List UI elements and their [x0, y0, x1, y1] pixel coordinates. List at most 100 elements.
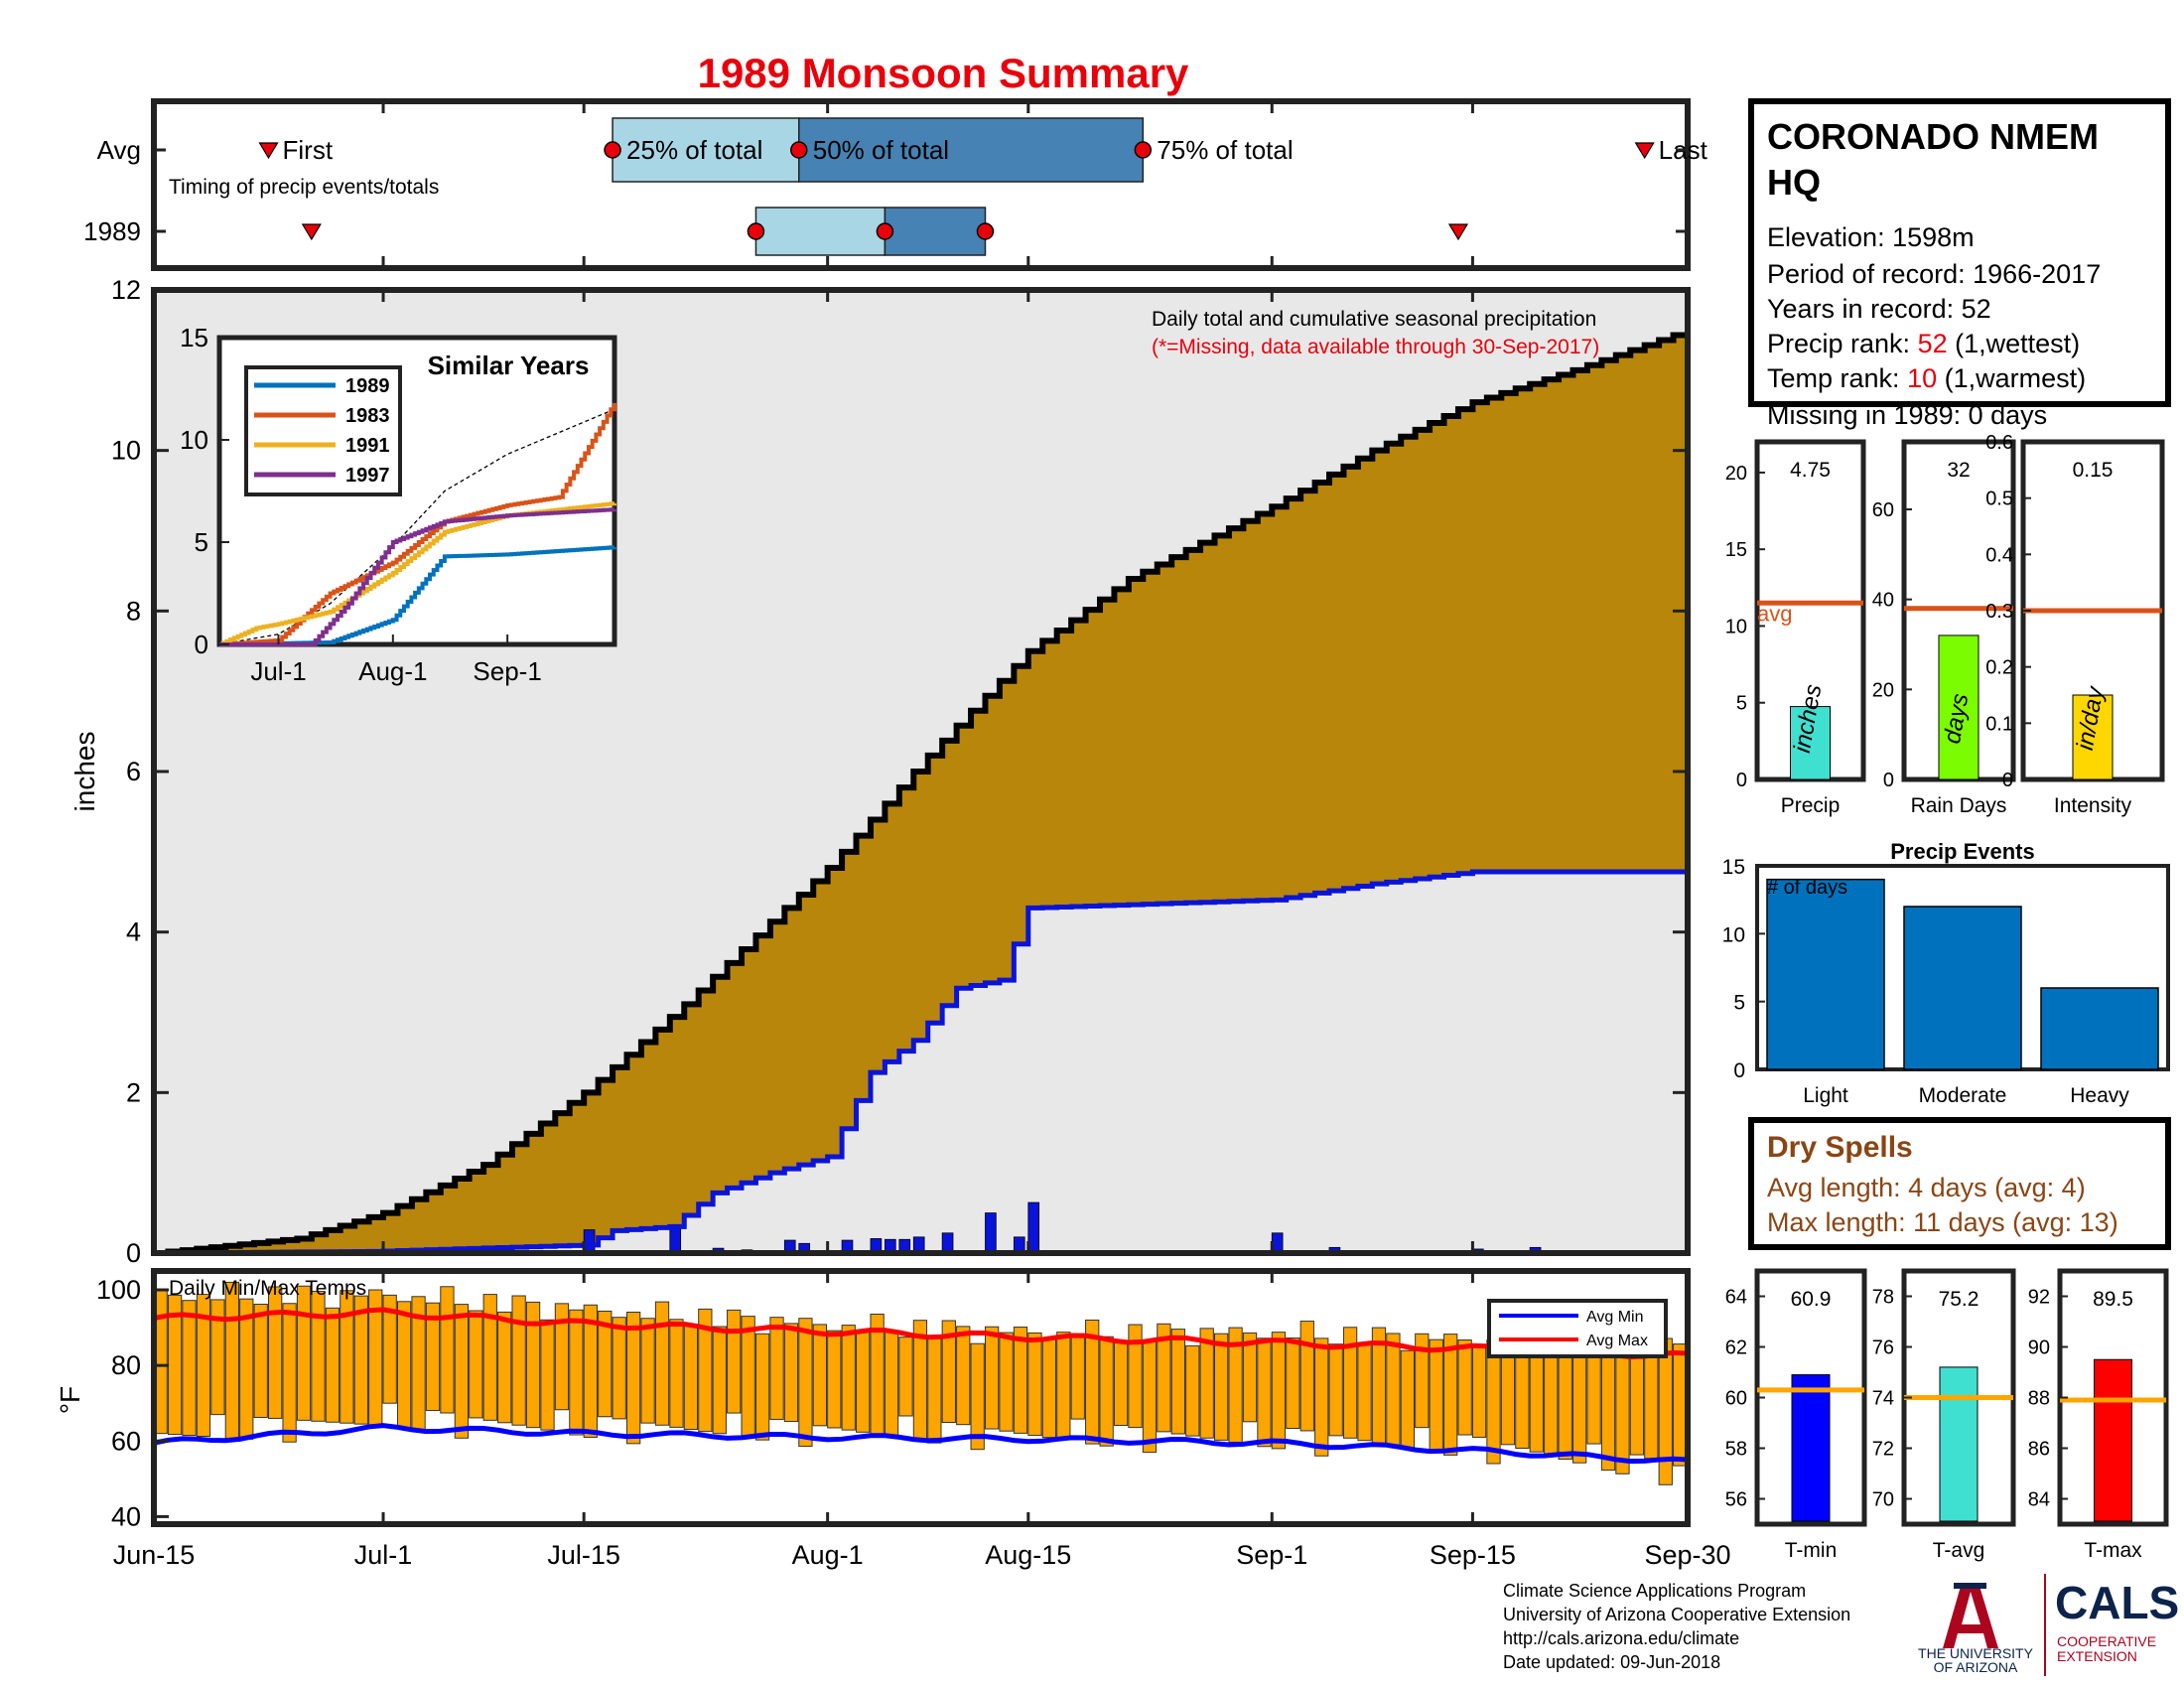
mini-y-tick-label: 0 — [1883, 770, 1894, 791]
daily-temp-bar — [1157, 1323, 1171, 1433]
daily-temp-bar — [812, 1324, 827, 1427]
temp-mini-label: T-max — [2084, 1539, 2142, 1562]
daily-temp-bar — [856, 1330, 871, 1433]
university-logo: THE UNIVERSITY OF ARIZONA CALS COOPERATI… — [1918, 1574, 2179, 1676]
timing-box-50-75 — [798, 117, 1145, 183]
daily-temp-bar — [454, 1304, 470, 1439]
main-y-tick-label: 10 — [111, 436, 141, 466]
daily-temp-bar — [1257, 1337, 1272, 1448]
daily-temp-bar — [210, 1299, 225, 1416]
daily-temp-bar — [1415, 1333, 1430, 1429]
daily-temp-bar — [1644, 1343, 1659, 1460]
inset-avg-line — [218, 408, 615, 645]
temp-mini-y-tick-label: 74 — [1872, 1388, 1894, 1410]
daily-temp-bar — [425, 1302, 441, 1412]
station-temp-rank: Temp rank: 10 (1,warmest) — [1767, 363, 2086, 393]
daily-temp-bar — [1386, 1333, 1401, 1447]
daily-temp-bar — [769, 1317, 784, 1420]
timing-percentile-marker — [790, 141, 808, 159]
timing-first-last-marker — [1447, 223, 1469, 241]
daily-temp-bar — [1214, 1333, 1229, 1441]
daily-precip-bar — [985, 1212, 997, 1254]
daily-temp-bar — [1429, 1338, 1443, 1454]
x-tick-label: Sep-15 — [1430, 1540, 1516, 1570]
temp-y-tick-label: 80 — [111, 1350, 141, 1380]
mini-y-tick-label: 0.3 — [1985, 601, 2013, 623]
daily-temp-bar — [1357, 1343, 1372, 1442]
daily-temp-bar — [311, 1291, 326, 1422]
credit-link[interactable]: http://cals.arizona.edu/climate — [1503, 1628, 1740, 1648]
mini-y-tick-label: 40 — [1872, 590, 1894, 612]
daily-temp-bar — [884, 1331, 899, 1438]
events-inner-label: # of days — [1767, 877, 1847, 899]
logo-university-line1: THE UNIVERSITY — [1918, 1645, 2034, 1661]
daily-temp-bar — [1615, 1355, 1630, 1475]
daily-temp-bar — [1142, 1340, 1158, 1454]
temp-mini-y-tick-label: 58 — [1725, 1439, 1747, 1461]
daily-temp-bar — [970, 1342, 985, 1451]
timing-label-75: 75% of total — [1157, 135, 1293, 165]
main-y-tick-label: 8 — [126, 596, 141, 626]
logo-university-line2: OF ARIZONA — [1934, 1659, 2018, 1675]
temp-mini-y-tick-label: 64 — [1725, 1287, 1747, 1309]
temp-y-tick-label: 60 — [111, 1426, 141, 1456]
daily-temp-bar — [396, 1301, 412, 1429]
daily-temp-bar — [1544, 1349, 1559, 1457]
temp-mini-bar — [2094, 1358, 2132, 1522]
mini-value-bar — [1790, 706, 1831, 780]
main-ylabel: inches — [69, 732, 100, 812]
logo-coop1: COOPERATIVE — [2057, 1633, 2156, 1649]
daily-temp-bar — [382, 1294, 397, 1404]
mini-value-bar — [1938, 634, 1979, 780]
event-category-label: Moderate — [1919, 1084, 2007, 1107]
temp-rank-note: (1,warmest) — [1937, 363, 2086, 393]
timing-row-1989: 1989 — [83, 216, 141, 246]
timing-label-25: 25% of total — [626, 135, 762, 165]
daily-temp-bar — [683, 1325, 699, 1431]
temp-legend-box — [1487, 1299, 1668, 1358]
mini-value-text: 32 — [1947, 459, 1970, 482]
inset-y-tick-label: 10 — [180, 425, 208, 455]
timing-row-avg: Avg — [97, 135, 141, 165]
mini-y-tick-label: 0.4 — [1985, 544, 2013, 566]
daily-temp-bar — [1471, 1344, 1487, 1438]
daily-temp-bar — [1056, 1332, 1071, 1441]
temp-mini-y-tick-label: 88 — [2028, 1388, 2050, 1410]
x-tick-label: Sep-30 — [1644, 1540, 1730, 1570]
inset-legend-label: 1983 — [345, 405, 390, 427]
arizona-a-logo-icon — [1943, 1583, 1998, 1648]
daily-temp-bar — [296, 1285, 312, 1421]
temp-mini-y-tick-label: 84 — [2028, 1489, 2050, 1511]
daily-temp-bar — [1271, 1332, 1287, 1450]
daily-temp-bar — [1342, 1327, 1358, 1439]
events-y-tick-label: 15 — [1722, 856, 1745, 879]
avg-max-line — [153, 1307, 1689, 1360]
station-name: CORONADO NMEM HQ — [1767, 116, 2109, 203]
mini-y-tick-label: 0 — [1736, 770, 1747, 791]
main-y-tick-label: 0 — [126, 1238, 141, 1268]
mini-y-tick-label: 5 — [1736, 693, 1747, 715]
mini-value-text: 4.75 — [1790, 459, 1831, 482]
mini-category-label: Intensity — [2054, 794, 2132, 817]
temp-mini-bar — [1939, 1366, 1979, 1522]
x-tick-label: Jul-15 — [547, 1540, 620, 1570]
temp-mini-y-tick-label: 56 — [1725, 1489, 1747, 1511]
event-bar — [1903, 906, 2022, 1070]
daily-temp-bar — [325, 1307, 341, 1423]
daily-temp-bar — [1242, 1332, 1258, 1423]
timing-first-last-marker — [1634, 142, 1655, 160]
temp-mini-y-tick-label: 92 — [2028, 1287, 2050, 1309]
inset-series-line — [219, 501, 616, 646]
daily-temp-bar — [440, 1286, 455, 1414]
event-category-label: Light — [1803, 1084, 1848, 1107]
mini-y-tick-label: 0.5 — [1985, 489, 2013, 510]
mini-value-text: 0.15 — [2073, 459, 2114, 482]
temp-mini-value: 60.9 — [1791, 1288, 1832, 1311]
mini-y-tick-label: 0.1 — [1985, 713, 2013, 735]
mini-value-bar — [2072, 694, 2114, 780]
mini-y-tick-label: 0.2 — [1985, 657, 2013, 679]
daily-temp-bar — [1027, 1332, 1042, 1437]
daily-temp-bar — [1673, 1343, 1688, 1467]
avg-cumulative-line — [154, 330, 1691, 1256]
daily-temp-bar — [827, 1330, 842, 1429]
